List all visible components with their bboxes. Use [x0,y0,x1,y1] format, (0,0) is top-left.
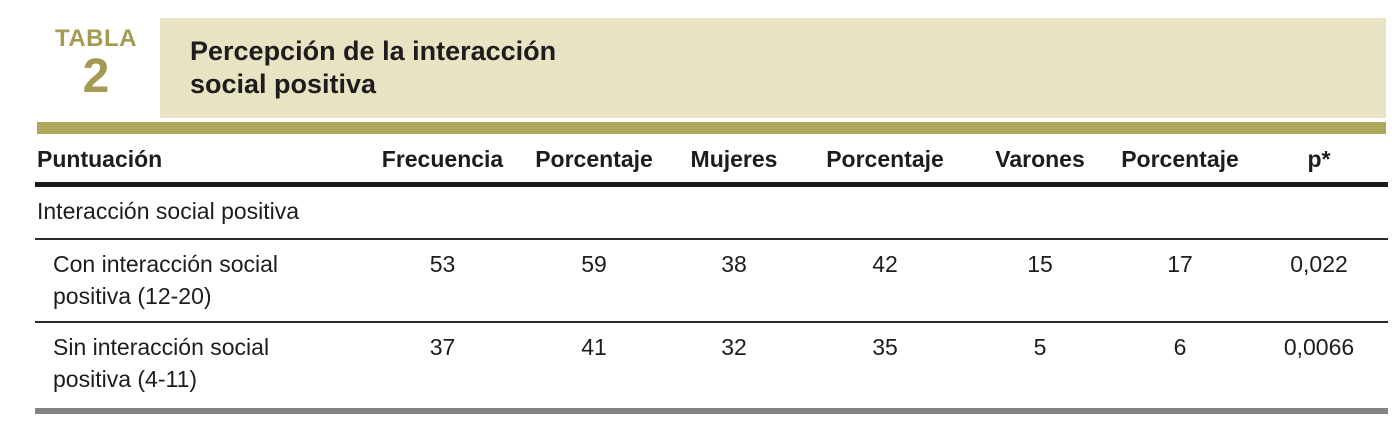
cell-varones: 15 [970,239,1110,324]
data-table: Puntuación Frecuencia Porcentaje Mujeres… [35,134,1388,414]
col-header-frecuencia: Frecuencia [365,134,520,187]
group-header-row: Interacción social positiva [35,184,1388,240]
col-header-porcentaje-varones: Porcentaje [1110,134,1250,187]
col-header-varones: Varones [970,134,1110,187]
table-row: Sin interacción social positiva (4-11) 3… [35,322,1388,410]
cell-frecuencia: 37 [429,334,456,361]
cell-varones: 5 [1033,334,1047,361]
group-header-label: Interacción social positiva [35,184,1388,240]
cell-porcentaje-varones: 6 [1173,334,1187,361]
cell-porcentaje-total: 59 [520,239,668,324]
row-label: Sin interacción social positiva (4-11) [35,322,365,410]
col-header-puntuacion: Puntuación [35,134,365,187]
row-label-line-2: positiva (12-20) [53,282,212,309]
table-title-box: Percepción de la interacción social posi… [160,18,1386,118]
cell-porcentaje-varones: 17 [1110,239,1250,324]
cell-porcentaje-total: 41 [581,334,607,361]
table-badge-number: 2 [82,50,110,103]
cell-porcentaje-mujeres: 42 [800,239,970,324]
accent-bar [37,122,1386,134]
table-row: Con interacción social positiva (12-20) … [35,239,1388,324]
table-title-line-1: Percepción de la interacción [190,36,557,67]
col-header-porcentaje-mujeres: Porcentaje [800,134,970,187]
table-badge-word: TABLA [54,25,138,52]
cell-frecuencia: 53 [365,239,520,324]
col-header-p-value: p* [1250,134,1388,187]
row-label-line-1: Sin interacción social [53,334,270,361]
col-header-porcentaje-total: Porcentaje [520,134,668,187]
cell-mujeres: 38 [668,239,800,324]
row-label-line-2: positiva (4-11) [53,366,198,393]
data-table-wrap: Puntuación Frecuencia Porcentaje Mujeres… [35,134,1388,414]
table-badge: TABLA 2 [35,27,157,101]
header-row: Puntuación Frecuencia Porcentaje Mujeres… [35,134,1388,187]
col-header-mujeres: Mujeres [668,134,800,187]
cell-porcentaje-mujeres: 35 [872,334,898,361]
cell-mujeres: 32 [721,334,747,361]
cell-p-value: 0,022 [1250,239,1388,324]
table-title-line-2: social positiva [190,69,377,99]
cell-p-value: 0,0066 [1283,334,1355,361]
row-label: Con interacción social positiva (12-20) [35,239,365,324]
row-label-line-1: Con interacción social [53,251,279,277]
